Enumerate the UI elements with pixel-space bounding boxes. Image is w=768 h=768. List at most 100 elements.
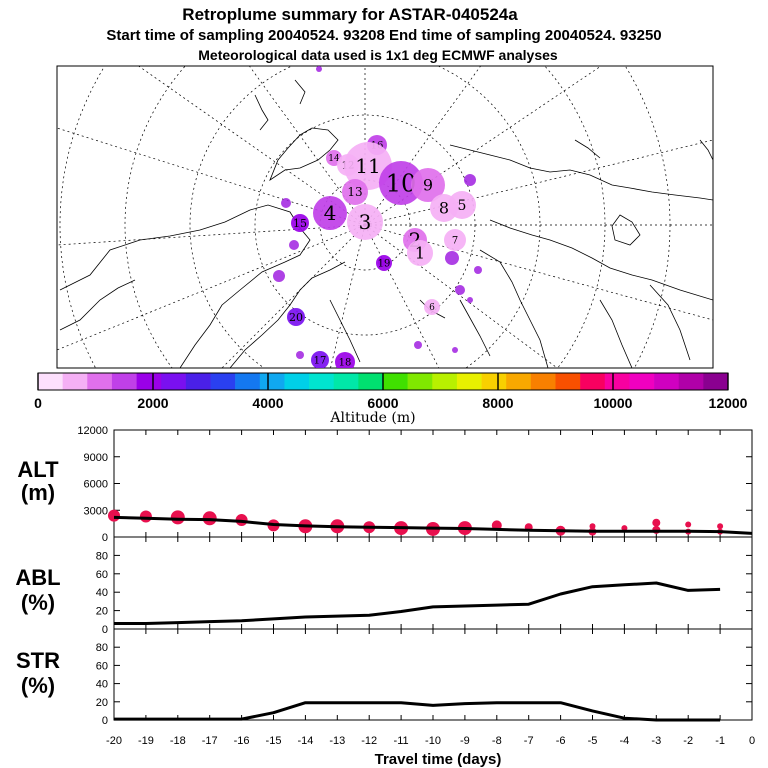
abl-plot: 0 20 40 60 80 bbox=[96, 537, 753, 636]
x-tick-label: -10 bbox=[425, 735, 441, 747]
plume-cluster bbox=[291, 214, 309, 232]
altitude-colorbar: 0 2000 4000 6000 8000 10000 12000 Altitude (m) bbox=[34, 372, 748, 426]
plume-cluster-label: 7 bbox=[452, 236, 458, 247]
y-tick-label: 60 bbox=[96, 569, 108, 581]
y-tick-label: 0 bbox=[102, 624, 108, 636]
sampling-times: Start time of sampling 20040524. 93208 E… bbox=[106, 27, 661, 44]
x-tick-label: -14 bbox=[297, 735, 313, 747]
altitude-marker bbox=[108, 509, 120, 522]
plume-dot bbox=[316, 66, 322, 72]
plume-cluster-label: 6 bbox=[429, 303, 435, 313]
colorbar-cell bbox=[161, 373, 187, 390]
plume-cluster bbox=[430, 194, 458, 222]
colorbar-cell bbox=[604, 373, 630, 390]
plume-cluster-label: 20 bbox=[289, 311, 303, 324]
plume-cluster-label: 17 bbox=[314, 356, 327, 367]
plume-cluster bbox=[311, 351, 329, 368]
figure-title: Retroplume summary for ASTAR-040524a bbox=[182, 5, 518, 24]
str-panel-name: STR bbox=[16, 648, 60, 673]
met-data-note: Meteorological data used is 1x1 deg ECMW… bbox=[198, 47, 558, 63]
colorbar-tick-label: 12000 bbox=[709, 395, 748, 411]
y-tick-label: 80 bbox=[96, 642, 108, 654]
y-tick-label: 20 bbox=[96, 697, 108, 709]
plume-cluster-label: 3 bbox=[359, 210, 372, 234]
map-graticule bbox=[57, 66, 713, 368]
alt-plot: 0 3000 6000 9000 12000 bbox=[77, 425, 753, 544]
colorbar-cell bbox=[580, 373, 606, 390]
plume-cluster-label: 4 bbox=[324, 201, 337, 225]
plume-cluster bbox=[407, 240, 433, 266]
colorbar-tick-label: 6000 bbox=[367, 395, 398, 411]
colorbar-cell bbox=[358, 373, 384, 390]
plume-cluster-label: 13 bbox=[347, 185, 362, 199]
colorbar-cell bbox=[87, 373, 113, 390]
plume-cluster bbox=[335, 352, 355, 368]
plume-cluster bbox=[444, 229, 466, 251]
plume-cluster bbox=[313, 196, 347, 230]
x-tick-label: -16 bbox=[234, 735, 250, 747]
y-tick-label: 60 bbox=[96, 660, 108, 672]
plume-clusters: 1614121113109587643211517181920 bbox=[273, 66, 482, 368]
plume-cluster-label: 19 bbox=[378, 259, 391, 270]
x-tick-label: 0 bbox=[749, 735, 755, 747]
plume-cluster-label: 9 bbox=[423, 176, 433, 195]
plume-dot bbox=[452, 347, 458, 353]
altitude-marker bbox=[589, 523, 596, 530]
y-tick-label: 0 bbox=[102, 532, 108, 544]
colorbar-tick-label: 10000 bbox=[594, 395, 633, 411]
plume-cluster bbox=[287, 308, 305, 326]
alt-panel-name: ALT bbox=[17, 457, 59, 482]
x-tick-label: -12 bbox=[361, 735, 377, 747]
y-tick-label: 0 bbox=[102, 715, 108, 727]
plume-dot bbox=[289, 240, 299, 250]
x-tick-label: -7 bbox=[524, 735, 534, 747]
series-line bbox=[114, 701, 721, 722]
abl-panel-unit: (%) bbox=[21, 590, 55, 615]
plume-cluster-label: 1 bbox=[415, 244, 425, 263]
x-tick-label: -8 bbox=[492, 735, 502, 747]
colorbar-cell bbox=[259, 373, 285, 390]
str-plot: 0 20 40 60 80 bbox=[96, 629, 753, 727]
plume-cluster bbox=[411, 168, 445, 202]
colorbar-cell bbox=[506, 373, 532, 390]
map-frame bbox=[56, 65, 714, 369]
x-tick-label: -3 bbox=[651, 735, 661, 747]
travel-time-axis: -20 -19 -18 -17 -16 -15 -14 -13 -12 -11 -10 -9 -8 -7-… bbox=[106, 735, 755, 747]
colorbar-tick-label: 4000 bbox=[252, 395, 283, 411]
x-tick-label: -9 bbox=[460, 735, 470, 747]
plume-dot bbox=[455, 285, 465, 295]
colorbar-cell bbox=[703, 373, 729, 390]
plume-cluster-label: 5 bbox=[458, 198, 467, 214]
x-tick-label: -20 bbox=[106, 735, 122, 747]
colorbar-cell bbox=[185, 373, 211, 390]
altitude-marker bbox=[652, 518, 661, 527]
y-tick-label: 80 bbox=[96, 550, 108, 562]
x-tick-label: -15 bbox=[266, 735, 282, 747]
altitude-marker bbox=[685, 521, 692, 528]
y-tick-label: 40 bbox=[96, 587, 108, 599]
x-tick-label: -19 bbox=[138, 735, 154, 747]
plume-cluster-label: 11 bbox=[355, 154, 380, 178]
plume-dot bbox=[445, 251, 459, 265]
plume-cluster-label: 15 bbox=[293, 217, 307, 230]
colorbar-cell bbox=[383, 373, 408, 390]
colorbar-cell bbox=[38, 373, 63, 390]
retroplume-map: 1614121113109587643211517181920 bbox=[56, 65, 714, 369]
series-line bbox=[113, 515, 753, 535]
str-panel-unit: (%) bbox=[21, 673, 55, 698]
colorbar-cell bbox=[136, 373, 162, 390]
plume-cluster bbox=[379, 161, 423, 205]
colorbar-tick-label: 8000 bbox=[482, 395, 513, 411]
y-tick-label: 20 bbox=[96, 606, 108, 618]
plume-dot bbox=[273, 270, 285, 282]
plume-dot bbox=[296, 351, 304, 359]
colorbar-cell bbox=[210, 373, 236, 390]
x-axis-label: Travel time (days) bbox=[375, 751, 502, 768]
colorbar-cell bbox=[333, 373, 359, 390]
altitude-marker bbox=[621, 525, 628, 532]
x-tick-label: -13 bbox=[329, 735, 345, 747]
plume-dot bbox=[474, 266, 482, 274]
y-tick-label: 40 bbox=[96, 679, 108, 691]
x-tick-label: -18 bbox=[170, 735, 186, 747]
